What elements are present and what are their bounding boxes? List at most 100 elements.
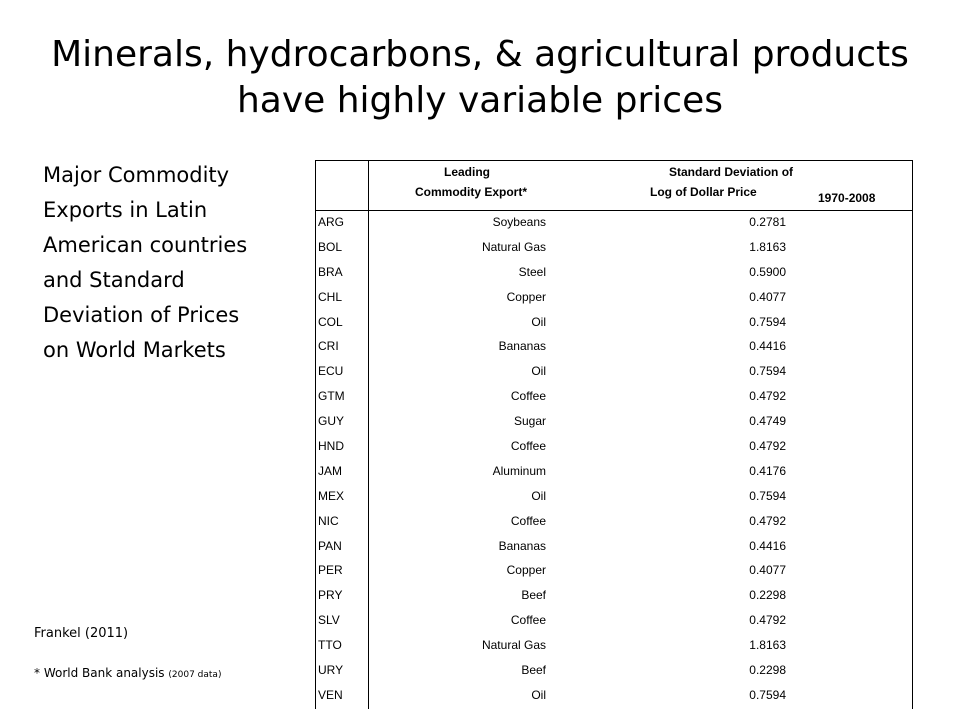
table-row: JAM Aluminum 0.4176 <box>316 460 912 485</box>
std-dev-value: 0.7594 <box>749 687 786 702</box>
commodity-name: Bananas <box>498 538 546 553</box>
country-code: GTM <box>318 389 345 404</box>
country-code: BRA <box>318 264 343 279</box>
table-row: CHL Copper 0.4077 <box>316 286 912 311</box>
country-code: URY <box>318 663 344 678</box>
commodity-name: Oil <box>531 364 546 379</box>
subtitle-line: American countries <box>43 233 248 257</box>
country-code: JAM <box>318 463 342 478</box>
header-country-cell <box>316 161 369 210</box>
std-dev-value: 0.4792 <box>749 389 786 404</box>
commodity-name: Coffee <box>510 439 546 454</box>
table-row: NIC Coffee 0.4792 <box>316 510 912 535</box>
std-dev-value: 0.4416 <box>749 339 786 354</box>
std-dev-value: 0.4416 <box>749 538 786 553</box>
table-row: SLV Coffee 0.4792 <box>316 609 912 634</box>
table-row: GTM Coffee 0.4792 <box>316 385 912 410</box>
table-row: URY Beef 0.2298 <box>316 659 912 684</box>
commodity-name: Steel <box>518 264 546 279</box>
country-code: VEN <box>318 687 343 702</box>
std-dev-value: 0.2298 <box>749 588 786 603</box>
country-code: COL <box>318 314 343 329</box>
table-row: PER Copper 0.4077 <box>316 559 912 584</box>
std-dev-value: 0.4077 <box>749 563 786 578</box>
commodity-name: Bananas <box>498 339 546 354</box>
table-row: BRA Steel 0.5900 <box>316 261 912 286</box>
std-dev-value: 0.4176 <box>749 463 786 478</box>
country-code: CHL <box>318 289 343 304</box>
std-dev-value: 1.8163 <box>749 239 786 254</box>
table-body: ARG Soybeans 0.2781 BOL Natural Gas 1.8163 B… <box>316 211 912 709</box>
commodity-name: Aluminum <box>492 463 546 478</box>
country-code: BOL <box>318 239 343 254</box>
std-dev-value: 0.2298 <box>749 663 786 678</box>
header-years: 1970-2008 <box>818 191 876 205</box>
std-dev-value: 0.7594 <box>749 314 786 329</box>
std-dev-value: 0.4792 <box>749 613 786 628</box>
std-dev-value: 0.7594 <box>749 488 786 503</box>
commodity-name: Oil <box>531 687 546 702</box>
commodity-name: Beef <box>521 588 546 603</box>
commodity-name: Beef <box>521 663 546 678</box>
slide-title-line-1: Minerals, hydrocarbons, & agricultural p… <box>51 34 909 75</box>
commodity-name: Copper <box>506 289 546 304</box>
table-row: PAN Bananas 0.4416 <box>316 535 912 560</box>
source-citation: Frankel (2011) <box>34 626 129 641</box>
footnote: * World Bank analysis (2007 data) <box>34 666 221 680</box>
country-column-divider <box>368 211 369 709</box>
commodity-name: Oil <box>531 488 546 503</box>
country-code: MEX <box>318 488 345 503</box>
std-dev-value: 0.4077 <box>749 289 786 304</box>
table-row: GUY Sugar 0.4749 <box>316 410 912 435</box>
std-dev-value: 0.4792 <box>749 439 786 454</box>
country-code: TTO <box>318 638 342 653</box>
subtitle-line: Major Commodity <box>43 163 230 187</box>
table-row: ARG Soybeans 0.2781 <box>316 211 912 236</box>
commodity-name: Coffee <box>510 513 546 528</box>
country-code: ARG <box>318 215 345 229</box>
country-code: GUY <box>318 414 345 429</box>
commodity-name: Oil <box>531 314 546 329</box>
commodity-name: Coffee <box>510 389 546 404</box>
commodity-name: Sugar <box>513 414 546 429</box>
table-row: BOL Natural Gas 1.8163 <box>316 236 912 261</box>
header-commodity-line-1: Leading <box>444 165 491 179</box>
table-row: ECU Oil 0.7594 <box>316 360 912 385</box>
subtitle-line: Exports in Latin <box>43 198 208 222</box>
std-dev-value: 0.7594 <box>749 364 786 379</box>
table-row: PRY Beef 0.2298 <box>316 584 912 609</box>
slide-subtitle: Major Commodity Exports in Latin America… <box>43 158 283 368</box>
subtitle-line: and Standard <box>43 268 185 292</box>
subtitle-line: Deviation of Prices <box>43 303 240 327</box>
commodity-name: Soybeans <box>492 215 546 229</box>
std-dev-value: 0.5900 <box>749 264 786 279</box>
table-row: CRI Bananas 0.4416 <box>316 335 912 360</box>
std-dev-value: 0.4749 <box>749 414 786 429</box>
commodity-name: Natural Gas <box>481 638 546 653</box>
table-row: COL Oil 0.7594 <box>316 311 912 336</box>
commodity-table: Leading Commodity Export* Standard Devia… <box>315 160 913 709</box>
country-code: NIC <box>318 513 339 528</box>
footnote-main: * World Bank analysis <box>34 666 165 680</box>
std-dev-value: 0.2781 <box>749 215 786 229</box>
commodity-name: Copper <box>506 563 546 578</box>
slide-title: Minerals, hydrocarbons, & agricultural p… <box>40 32 920 124</box>
table-row: VEN Oil 0.7594 <box>316 684 912 709</box>
subtitle-line: on World Markets <box>43 338 226 362</box>
country-code: ECU <box>318 364 344 379</box>
country-code: HND <box>318 439 344 454</box>
table-row: TTO Natural Gas 1.8163 <box>316 634 912 659</box>
header-sd-line-1: Standard Deviation of <box>669 165 794 179</box>
header-commodity-line-2: Commodity Export* <box>415 185 528 199</box>
std-dev-value: 1.8163 <box>749 638 786 653</box>
std-dev-value: 0.4792 <box>749 513 786 528</box>
slide-title-line-2: have highly variable prices <box>236 80 724 121</box>
country-code: PAN <box>318 538 342 553</box>
country-code: PER <box>318 563 343 578</box>
country-code: PRY <box>318 588 343 603</box>
header-sd-line-2: Log of Dollar Price <box>650 185 757 199</box>
commodity-name: Coffee <box>510 613 546 628</box>
country-code: SLV <box>318 613 340 628</box>
header-divider <box>316 210 912 211</box>
country-code: CRI <box>318 339 339 354</box>
